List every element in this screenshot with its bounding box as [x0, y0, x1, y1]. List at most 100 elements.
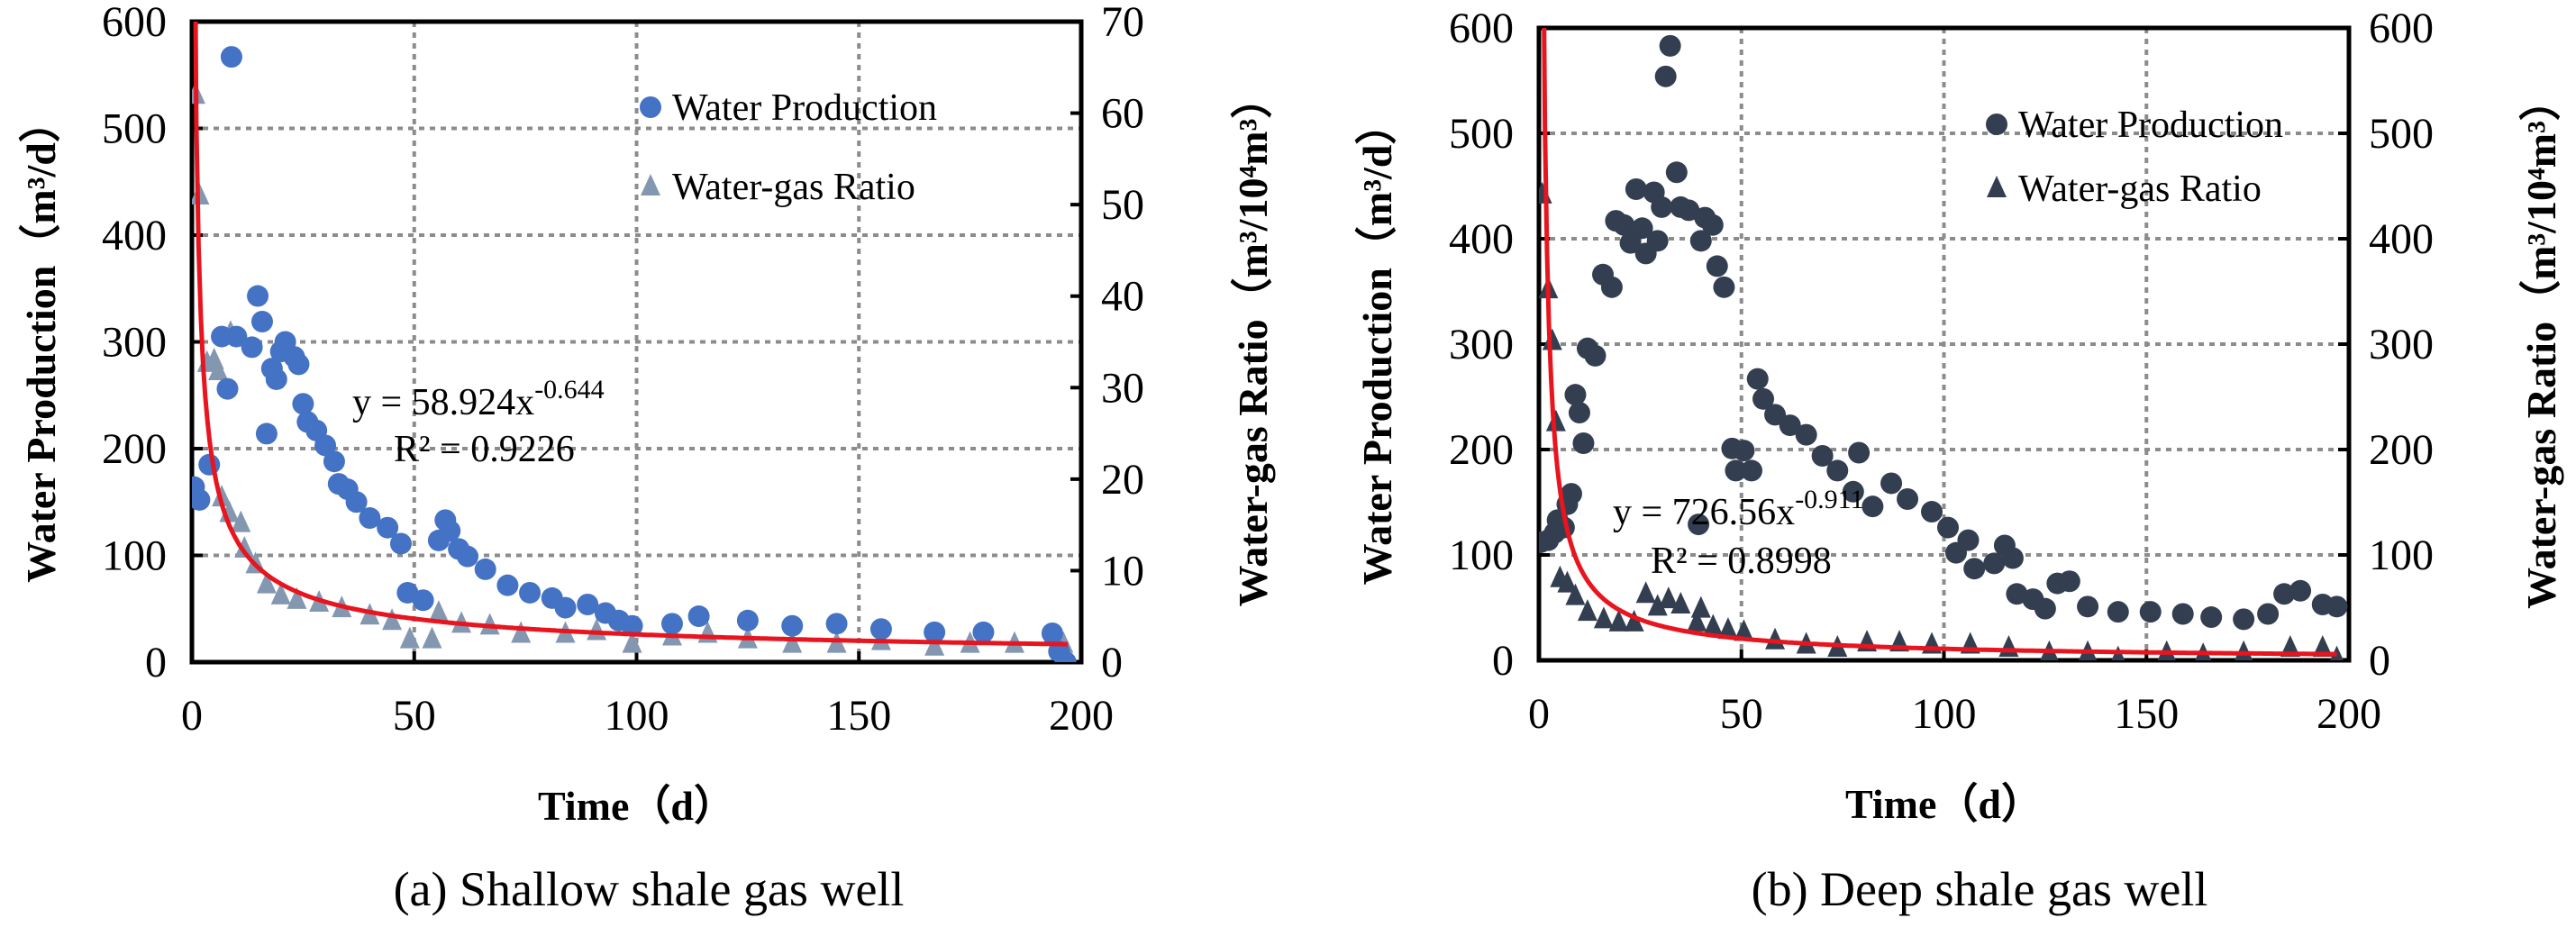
y2-tick-label: 300: [2369, 321, 2434, 368]
legend-label: Water-gas Ratio: [672, 167, 915, 208]
x-tick-label: 100: [605, 692, 669, 740]
fit-equation: y = 726.56x-0.911: [1613, 485, 1864, 533]
water-production-point: [2289, 579, 2312, 602]
water-gas-ratio-point: [1670, 591, 1691, 613]
water-gas-ratio-point: [1624, 609, 1644, 632]
y-tick-label: 400: [102, 212, 167, 259]
water-gas-ratio-point: [622, 631, 642, 653]
water-production-point: [1746, 368, 1769, 390]
water-production-point: [1963, 558, 1986, 580]
y2-tick-label: 20: [1101, 456, 1144, 504]
water-production-point: [1654, 65, 1677, 87]
water-production-point: [192, 488, 211, 511]
legend-label: Water-gas Ratio: [2018, 168, 2262, 210]
water-production-point: [247, 285, 269, 307]
legend-marker-water-production: [1986, 114, 2007, 135]
water-production-point: [577, 594, 599, 616]
water-production-point: [1811, 445, 1834, 468]
y2-axis-title: Water-gas Ratio（m³/10⁴m³）: [2518, 79, 2564, 609]
water-production-point: [292, 393, 314, 415]
water-production-point: [519, 581, 542, 604]
water-production-point: [1054, 651, 1077, 662]
fit-equation: y = 58.924x-0.644: [352, 375, 605, 423]
y-tick-label: 100: [1449, 532, 1514, 579]
y2-tick-label: 70: [1101, 0, 1144, 46]
legend: Water Production Water-gas Ratio: [640, 87, 937, 208]
water-gas-ratio-point: [1608, 609, 1629, 632]
water-gas-ratio-point: [1565, 583, 1586, 605]
water-production-point: [1957, 529, 1980, 551]
water-production-point: [314, 434, 337, 457]
y-tick-label: 0: [1492, 637, 1514, 685]
water-production-point: [2034, 597, 2056, 620]
water-production-point: [2200, 606, 2223, 629]
plot-area: [192, 22, 1077, 662]
water-gas-ratio-point: [479, 613, 500, 635]
legend-marker-water-gas-ratio: [641, 174, 660, 195]
plot-area: [1539, 28, 2348, 660]
water-production-point: [736, 609, 759, 632]
y2-tick-label: 10: [1101, 547, 1144, 595]
chart-caption: (a) Shallow shale gas well: [394, 862, 905, 916]
water-gas-ratio-point: [511, 621, 532, 643]
water-gas-ratio-point: [1687, 609, 1707, 632]
y2-tick-label: 400: [2369, 215, 2434, 263]
water-production-point: [972, 621, 995, 643]
water-production-point: [660, 613, 683, 635]
water-production-point: [1842, 480, 1864, 503]
water-gas-ratio-point: [1557, 570, 1578, 593]
y2-tick-label: 600: [2369, 5, 2434, 52]
water-production-point: [389, 532, 412, 555]
water-production-point: [2171, 603, 2194, 625]
water-production-point: [1752, 387, 1775, 410]
water-production-point: [1564, 384, 1587, 406]
water-production-point: [2139, 601, 2162, 623]
water-production-point: [241, 336, 263, 359]
water-production-point: [345, 491, 368, 513]
water-production-point: [287, 353, 310, 376]
water-production-point: [1764, 404, 1787, 426]
water-production-point: [1651, 195, 1673, 218]
water-production-point: [2257, 603, 2280, 625]
x-tick-label: 150: [2114, 690, 2179, 738]
water-gas-ratio-point: [234, 536, 255, 559]
y2-tick-label: 50: [1101, 181, 1144, 229]
water-production-point: [412, 589, 434, 612]
y-tick-label: 200: [1449, 426, 1514, 474]
water-gas-ratio-point: [428, 600, 449, 623]
x-tick-label: 0: [181, 692, 203, 740]
y2-axis-title: Water-gas Ratio（m³/10⁴m³）: [1230, 77, 1276, 607]
water-production-point: [825, 613, 848, 635]
water-gas-ratio-point: [1542, 328, 1562, 350]
water-production-point: [1733, 440, 1755, 462]
x-tick-label: 50: [1720, 690, 1763, 738]
fit-equation-exponent: -0.911: [1795, 485, 1863, 514]
y-tick-label: 600: [1449, 5, 1514, 52]
y-tick-label: 300: [102, 319, 167, 367]
water-gas-ratio-point: [256, 571, 277, 594]
water-gas-ratio-point: [1703, 613, 1724, 636]
legend-marker-water-production: [640, 96, 661, 118]
x-tick-label: 100: [1912, 690, 1977, 738]
water-gas-ratio-point: [1734, 619, 1754, 641]
water-production-point: [1646, 230, 1669, 252]
water-production-point: [1665, 161, 1688, 184]
fit-equation-exponent: -0.644: [534, 375, 605, 404]
x-tick-label: 50: [393, 692, 436, 740]
legend: Water Production Water-gas Ratio: [1986, 105, 2283, 210]
water-gas-ratio-point: [1658, 586, 1679, 609]
y-tick-label: 200: [102, 425, 167, 473]
water-production-point: [250, 310, 273, 332]
water-gas-ratio-point: [231, 510, 251, 532]
water-gas-ratio-point: [2312, 634, 2333, 657]
water-production-point: [255, 423, 278, 445]
water-production-point: [1678, 199, 1700, 222]
water-gas-ratio-point: [782, 631, 803, 653]
water-production-point: [1725, 459, 1747, 482]
water-production-point: [1701, 214, 1724, 236]
water-gas-ratio-point: [1577, 599, 1597, 622]
y2-tick-label: 100: [2369, 532, 2434, 579]
water-production-point: [621, 614, 643, 637]
y-tick-label: 300: [1449, 321, 1514, 368]
